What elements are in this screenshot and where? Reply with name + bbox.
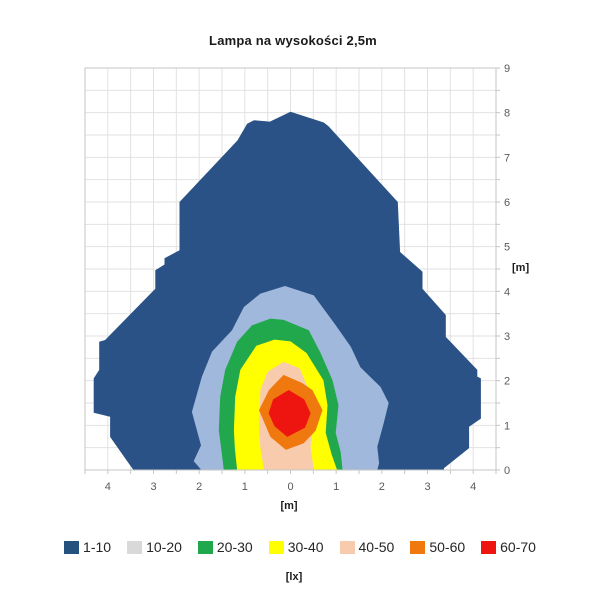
legend-item: 1-10 xyxy=(64,540,111,554)
legend-swatch xyxy=(268,540,284,554)
x-axis-tick-label: 0 xyxy=(287,481,293,493)
plot-area: 4 3 2 1 0 1 2 3 4 0 1 2 3 4 5 6 7 8 9 xyxy=(84,63,510,493)
contour-band-60-70 xyxy=(268,390,311,437)
legend-swatch xyxy=(481,540,497,554)
x-axis-unit-label: [m] xyxy=(280,500,298,512)
y-axis-tick-label: 5 xyxy=(504,242,510,254)
legend-item: 30-40 xyxy=(268,539,324,555)
x-axis-tick-label: 3 xyxy=(150,481,156,493)
legend-swatch xyxy=(197,540,213,554)
legend-item: 50-60 xyxy=(410,540,465,554)
legend-swatch xyxy=(410,540,426,554)
x-axis-tick-label: 2 xyxy=(379,481,385,493)
legend-swatch xyxy=(339,540,355,554)
legend-item: 10-20 xyxy=(127,540,182,554)
y-axis-tick-label: 2 xyxy=(504,376,510,388)
legend-label: 30-40 xyxy=(287,539,324,555)
legend-label: 20-30 xyxy=(216,539,253,555)
legend-swatch xyxy=(64,540,80,554)
legend-label: 50-60 xyxy=(429,539,466,555)
chart-title: Lampa na wysokości 2,5m xyxy=(209,33,377,48)
y-axis-tick-label: 8 xyxy=(504,108,510,120)
y-axis-tick-label: 6 xyxy=(504,197,510,209)
legend-label: 1-10 xyxy=(83,539,112,555)
legend-swatch xyxy=(127,540,143,554)
legend-item: 40-50 xyxy=(339,539,395,555)
y-axis-unit-label: [m] xyxy=(512,262,530,274)
x-axis-tick-label: 4 xyxy=(470,481,476,493)
y-axis-tick-label: 7 xyxy=(504,152,510,164)
x-axis-tick-label: 2 xyxy=(196,481,202,493)
x-axis-tick-label: 3 xyxy=(424,481,430,493)
x-axis-tick-label: 1 xyxy=(333,481,339,493)
x-axis-tick-label: 4 xyxy=(105,481,111,493)
y-axis-tick-label: 1 xyxy=(504,420,510,432)
y-axis-tick-label: 3 xyxy=(504,331,510,343)
y-axis-tick-label: 0 xyxy=(504,465,510,477)
legend-label: 60-70 xyxy=(500,539,536,555)
y-axis-tick-label: 9 xyxy=(504,63,510,75)
legend-label: 10-20 xyxy=(146,539,182,555)
x-axis-tick-label: 1 xyxy=(242,481,248,493)
legend-item: 60-70 xyxy=(481,540,536,554)
legend: 1-10 10-20 20-30 30-40 40-50 50-60 60-70 xyxy=(0,540,600,554)
legend-item: 20-30 xyxy=(197,539,253,555)
lux-unit-label: [lx] xyxy=(285,571,303,583)
legend-label: 40-50 xyxy=(358,539,395,555)
y-axis-tick-label: 4 xyxy=(504,286,510,298)
